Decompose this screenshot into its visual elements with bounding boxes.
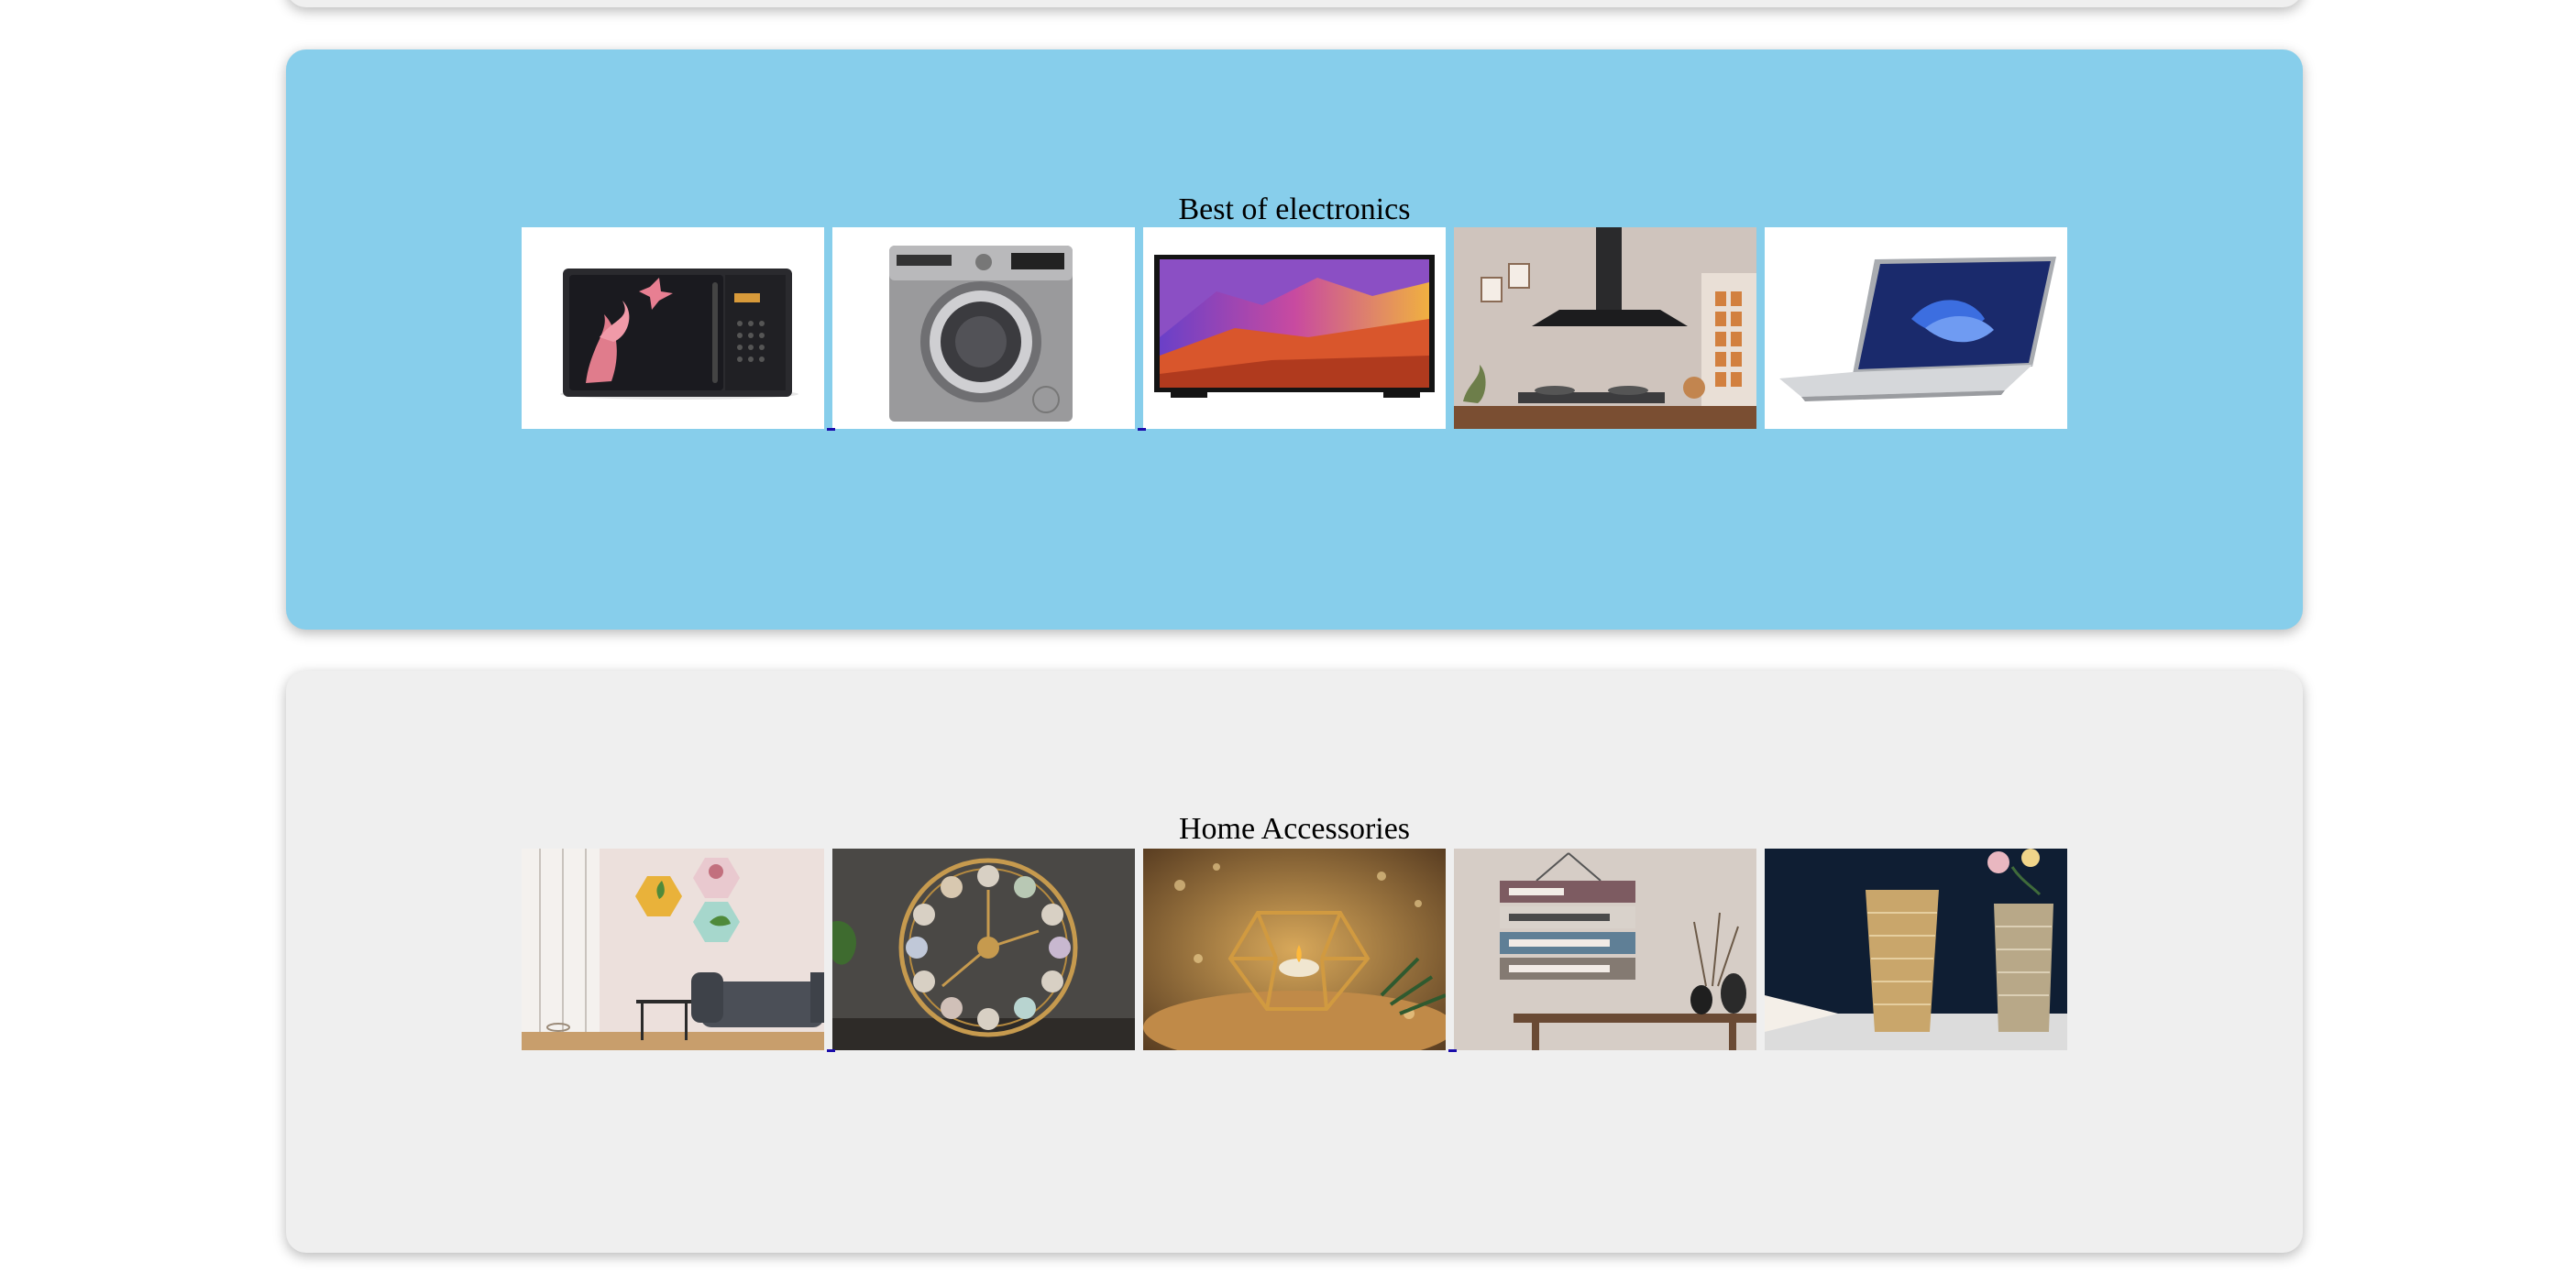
product-row <box>522 849 2067 1050</box>
kitchen-chimney-image <box>1454 227 1756 429</box>
wall-clock-card[interactable] <box>832 849 1135 1050</box>
hexagon-planters-card[interactable] <box>522 849 824 1050</box>
link-underline <box>1448 1049 1457 1052</box>
wall-clock-image <box>832 849 1135 1050</box>
microwave-card[interactable] <box>522 227 824 429</box>
candle-holder-card[interactable] <box>1143 849 1446 1050</box>
home-accessories-section: Home Accessories <box>286 671 2303 1253</box>
tealight-candle-holder-image <box>1143 849 1446 1050</box>
electronics-section: Best of electronics <box>286 49 2303 630</box>
laptop-image <box>1765 227 2067 429</box>
previous-section-panel <box>286 0 2303 7</box>
washing-machine-image <box>832 227 1135 429</box>
bless-our-home-sign-image <box>1454 849 1756 1050</box>
glass-vases-card[interactable] <box>1765 849 2067 1050</box>
bless-sign-card[interactable] <box>1454 849 1756 1050</box>
washing-machine-card[interactable] <box>832 227 1135 429</box>
glass-vases-image <box>1765 849 2067 1050</box>
product-row <box>522 227 2067 429</box>
hexagon-wall-planters-image <box>522 849 824 1050</box>
link-underline <box>827 1049 835 1052</box>
laptop-card[interactable] <box>1765 227 2067 429</box>
section-title: Best of electronics <box>1178 192 1411 226</box>
microwave-oven-image <box>522 227 824 429</box>
television-image <box>1143 227 1446 429</box>
television-card[interactable] <box>1143 227 1446 429</box>
link-underline <box>827 428 835 431</box>
section-title: Home Accessories <box>1178 812 1411 846</box>
link-underline <box>1138 428 1146 431</box>
chimney-card[interactable] <box>1454 227 1756 429</box>
